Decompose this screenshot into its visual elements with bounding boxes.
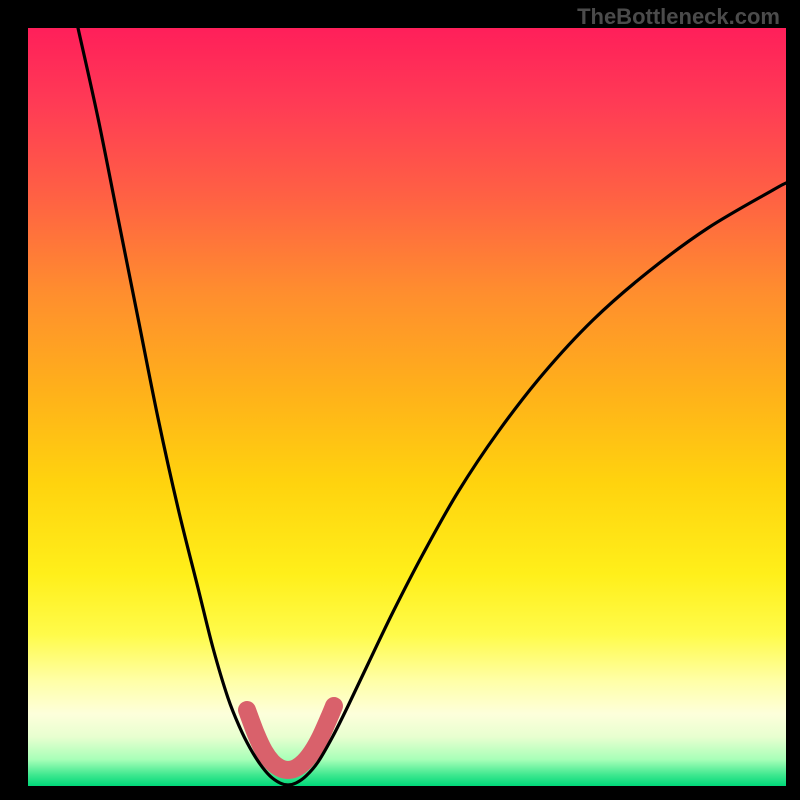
watermark-text: TheBottleneck.com: [577, 4, 780, 30]
plot-area: [28, 28, 786, 786]
main-curve: [78, 28, 786, 785]
chart-frame: TheBottleneck.com: [0, 0, 800, 800]
curve-layer: [28, 28, 786, 786]
